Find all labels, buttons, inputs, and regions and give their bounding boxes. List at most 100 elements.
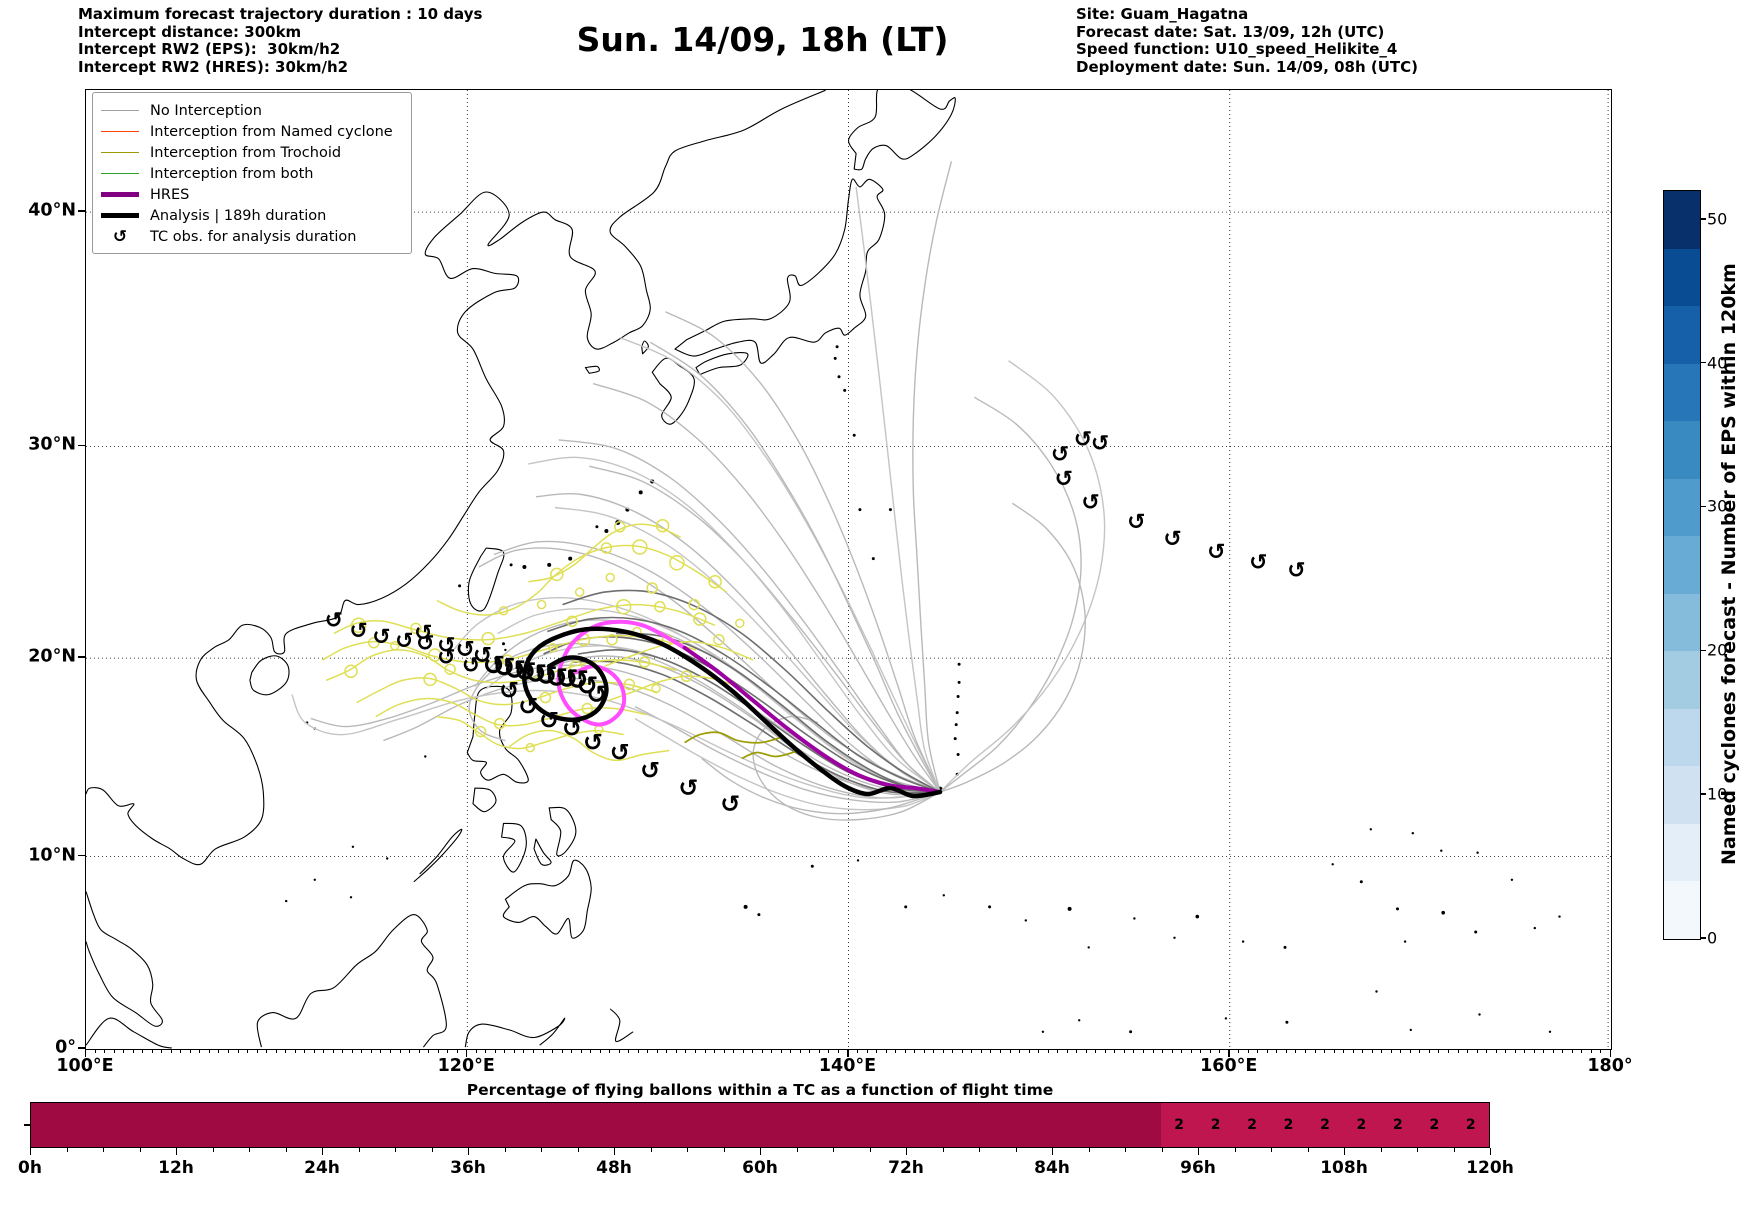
- colorbar-band: [1664, 191, 1700, 249]
- strip-axis-tick: [1161, 1148, 1163, 1152]
- island-dot: [858, 508, 862, 512]
- strip-bar-segment: [1160, 1103, 1489, 1147]
- ensemble-track-gray: [701, 757, 941, 815]
- x-axis-minor-tick: [208, 1049, 210, 1053]
- x-axis-minor-tick: [1123, 1049, 1125, 1053]
- legend-label: HRES: [150, 186, 190, 203]
- x-axis-minor-tick: [170, 1049, 172, 1053]
- trochoid-loop: [614, 521, 626, 533]
- x-axis-minor-tick: [380, 1049, 382, 1053]
- x-axis-minor-tick: [1171, 1049, 1173, 1053]
- strip-axis-tick: [103, 1148, 104, 1152]
- trochoid-track: [325, 649, 678, 684]
- trochoid-loop: [493, 717, 506, 730]
- tc-obs-icon: ↺: [499, 677, 519, 705]
- strip-axis-tick: [942, 1148, 944, 1152]
- tc-obs-icon: ↺: [493, 653, 516, 684]
- trochoid-loop: [566, 615, 578, 627]
- tc-obs-icon: ↺: [1287, 559, 1305, 584]
- tc-obs-icon: ↺: [112, 226, 128, 247]
- ensemble-track-darkgray: [562, 589, 941, 793]
- legend-line-swatch: [101, 130, 139, 133]
- forecast-settings-text: Maximum forecast trajectory duration : 1…: [78, 5, 483, 76]
- x-axis-tick-label: 140°E: [818, 1056, 877, 1076]
- coastline-mainland-asia: [86, 90, 826, 866]
- tc-obs-icon: ↺: [437, 633, 455, 658]
- x-axis-minor-tick: [218, 1049, 220, 1053]
- strip-bar-value-label: 2: [1393, 1117, 1403, 1133]
- x-axis-minor-tick: [571, 1049, 573, 1053]
- strip-bar-value-label: 2: [1465, 1117, 1476, 1133]
- x-axis-minor-tick: [1505, 1049, 1507, 1053]
- coastline-palawan: [413, 828, 463, 883]
- colorbar-tick: [1700, 937, 1706, 939]
- trochoid-loop: [680, 670, 693, 683]
- x-axis-minor-tick: [914, 1049, 916, 1053]
- strip-axis-tick: [504, 1148, 506, 1152]
- island-dot: [313, 878, 316, 881]
- trochoid-loop: [615, 598, 632, 615]
- site-line-3: Speed function: U10_speed_Helikite_4: [1076, 40, 1398, 58]
- island-dot: [1283, 945, 1287, 949]
- island-dot: [942, 894, 945, 897]
- strip-axis-tick: [541, 1148, 542, 1152]
- strip-axis-tick: [833, 1148, 834, 1152]
- island-dot: [1024, 919, 1027, 922]
- y-axis-tick: [78, 1047, 85, 1049]
- x-axis-minor-tick: [780, 1049, 782, 1053]
- settings-line-1: Maximum forecast trajectory duration : 1…: [78, 5, 483, 23]
- tc-obs-icon: ↺: [576, 672, 598, 702]
- island-dot: [1474, 930, 1478, 934]
- strip-axis-tick-label: 96h: [1180, 1158, 1216, 1178]
- x-axis-minor-tick: [1486, 1049, 1488, 1053]
- x-axis-minor-tick: [695, 1049, 696, 1053]
- x-axis-minor-tick: [1581, 1049, 1583, 1053]
- island-dot: [386, 857, 389, 860]
- x-axis-minor-tick: [847, 1049, 849, 1053]
- legend-label: Interception from Trochoid: [150, 144, 342, 161]
- y-axis-tick-label: 40°N: [28, 200, 76, 221]
- x-axis-minor-tick: [1009, 1049, 1011, 1053]
- x-axis-minor-tick: [142, 1049, 144, 1053]
- x-axis-minor-tick: [304, 1049, 306, 1053]
- site-info-text: Site: Guam_Hagatna Forecast date: Sat. 1…: [1076, 5, 1418, 76]
- tc-obs-icon: ↺: [562, 715, 582, 743]
- x-axis-minor-tick: [542, 1049, 544, 1053]
- x-axis-minor-tick: [876, 1049, 878, 1053]
- x-axis-minor-tick: [466, 1049, 468, 1053]
- x-axis-minor-tick: [313, 1049, 315, 1053]
- coastline-cebu-bohol: [533, 838, 552, 866]
- island-dot: [522, 565, 527, 569]
- x-axis-minor-tick: [123, 1049, 125, 1053]
- colorbar-tick-label: 50: [1707, 209, 1728, 229]
- x-axis-minor-tick: [342, 1049, 344, 1053]
- x-axis-minor-tick: [1371, 1049, 1373, 1053]
- island-dot: [835, 345, 839, 349]
- x-axis-minor-tick: [1219, 1049, 1221, 1053]
- x-axis-minor-tick: [1352, 1049, 1354, 1053]
- strip-axis-tick: [431, 1148, 433, 1152]
- strip-axis-tick-label: 84h: [1034, 1158, 1070, 1178]
- x-axis-minor-tick: [561, 1049, 563, 1053]
- strip-axis-tick: [249, 1148, 250, 1152]
- trochoid-loop: [539, 691, 552, 704]
- x-axis-minor-tick: [523, 1049, 525, 1053]
- x-axis-minor-tick: [113, 1049, 115, 1053]
- x-axis-tick-label: 100°E: [56, 1056, 114, 1076]
- island-dot: [954, 723, 958, 727]
- analysis-track: [522, 626, 943, 799]
- x-axis-minor-tick: [1066, 1049, 1068, 1053]
- trochoid-loop: [550, 567, 564, 582]
- x-axis-minor-tick: [1552, 1049, 1554, 1053]
- trochoid-track-olive: [684, 731, 784, 744]
- x-axis-minor-tick: [1343, 1049, 1345, 1053]
- x-axis-minor-tick: [504, 1049, 506, 1053]
- trochoid-loop: [632, 539, 648, 555]
- x-axis-minor-tick: [1610, 1049, 1611, 1053]
- island-dot: [852, 433, 856, 437]
- island-dot: [743, 904, 748, 909]
- strip-axis-tick-label: 0h: [18, 1158, 42, 1178]
- strip-axis-tick: [29, 1148, 31, 1155]
- legend-label: Analysis | 189h duration: [150, 207, 327, 224]
- tc-obs-icon: ↺: [1163, 527, 1181, 552]
